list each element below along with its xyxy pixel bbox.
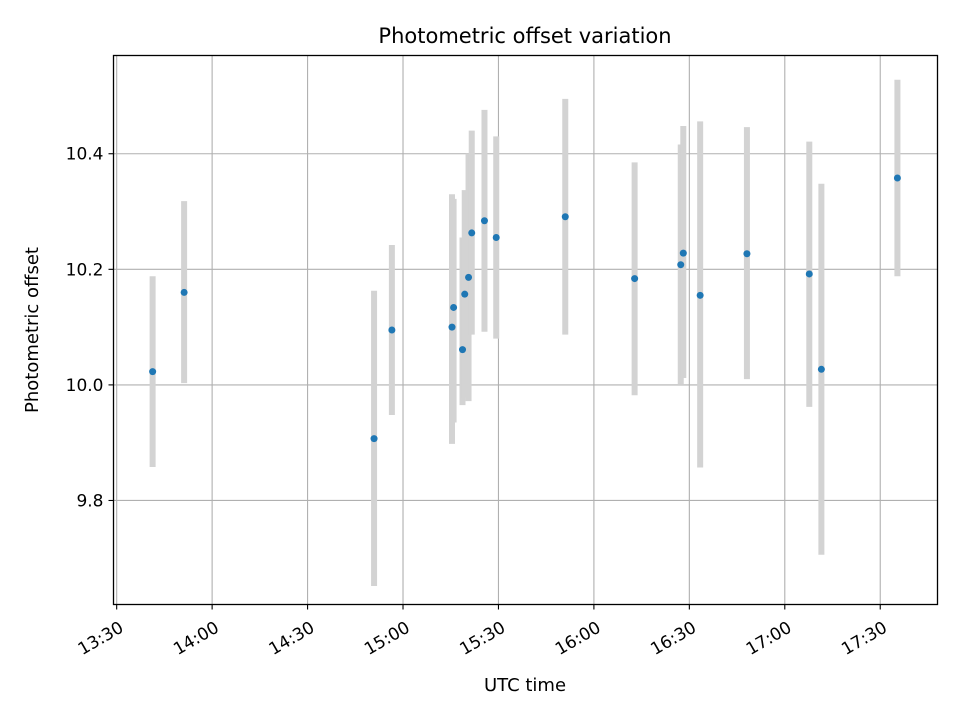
x-tick-label: 16:30 bbox=[647, 618, 699, 660]
data-point bbox=[631, 275, 639, 283]
x-tick-label: 15:00 bbox=[361, 618, 413, 660]
y-axis-label: Photometric offset bbox=[22, 247, 43, 413]
data-point bbox=[561, 213, 569, 221]
data-point bbox=[461, 290, 469, 298]
data-point bbox=[465, 273, 473, 281]
data-point bbox=[805, 270, 813, 278]
x-tick-label: 17:00 bbox=[743, 618, 795, 660]
data-point bbox=[817, 365, 825, 373]
data-point bbox=[893, 174, 901, 182]
x-tick-label: 15:30 bbox=[457, 618, 509, 660]
error-bars bbox=[149, 79, 901, 587]
x-tick-label: 16:00 bbox=[552, 618, 604, 660]
data-points bbox=[149, 174, 901, 443]
y-tick-label: 10.4 bbox=[66, 145, 104, 165]
x-axis-label: UTC time bbox=[484, 675, 566, 696]
grid bbox=[113, 55, 938, 605]
axis-ticks: 13:30 14:00 14:30 15:00 15:30 16:00 16:30 17:00… bbox=[66, 145, 891, 660]
data-point bbox=[388, 326, 396, 334]
x-tick-label: 17:30 bbox=[838, 618, 890, 660]
data-point bbox=[149, 368, 157, 376]
data-point bbox=[677, 261, 685, 269]
plot-frame bbox=[112, 54, 939, 606]
data-point bbox=[448, 323, 456, 331]
y-tick-label: 9.8 bbox=[76, 491, 103, 511]
data-point bbox=[492, 234, 500, 242]
data-point bbox=[679, 249, 687, 257]
data-point bbox=[180, 288, 188, 296]
data-point bbox=[450, 303, 458, 311]
data-point bbox=[459, 346, 467, 354]
x-tick-label: 13:30 bbox=[75, 618, 127, 660]
y-tick-label: 10.2 bbox=[66, 260, 104, 280]
data-point bbox=[743, 250, 751, 258]
x-tick-label: 14:30 bbox=[266, 618, 318, 660]
data-point bbox=[696, 291, 704, 299]
x-tick-label: 14:00 bbox=[170, 618, 222, 660]
chart-title: Photometric offset variation bbox=[378, 24, 671, 48]
data-point bbox=[370, 435, 378, 443]
y-tick-label: 10.0 bbox=[66, 376, 104, 396]
data-point bbox=[468, 229, 476, 237]
data-point bbox=[480, 217, 488, 225]
